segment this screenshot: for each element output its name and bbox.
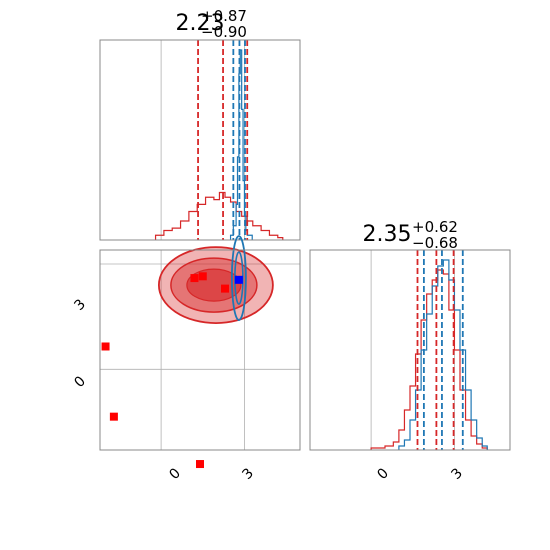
- red-marker-2: [190, 274, 199, 283]
- title-param2-value: 2.35: [363, 222, 412, 247]
- hist2-series-0-steps: [370, 269, 488, 450]
- red-marker-3: [198, 272, 207, 281]
- hist1-series-1-steps: [229, 49, 253, 240]
- histogram-panel-param2: [309, 249, 511, 451]
- histogram-panel-param1: [99, 39, 301, 241]
- x-tick-3-contour: 3: [239, 465, 257, 483]
- y-tick-0-contour: 0: [71, 373, 89, 391]
- hist1-frame: [99, 39, 301, 241]
- contour-panel: [99, 235, 301, 469]
- title-param2-plus: +0.62: [412, 218, 458, 236]
- x-tick-3-param2: 3: [448, 465, 466, 483]
- red-marker-0: [101, 342, 110, 351]
- hist1-series-0-steps: [154, 191, 284, 240]
- contour-frame: [99, 249, 301, 451]
- title-param1-plus: +0.87: [201, 7, 247, 25]
- x-tick-0-contour: 0: [166, 465, 184, 483]
- blue-contour-outer: [230, 235, 247, 321]
- title-param1-minus: −0.90: [201, 23, 247, 41]
- hist2-series-1-steps: [398, 259, 488, 450]
- blue-marker-0: [234, 275, 243, 284]
- x-tick-0-param2: 0: [374, 465, 392, 483]
- hist2-frame: [309, 249, 511, 451]
- y-tick-3-contour: 3: [71, 296, 89, 314]
- red-marker-4: [221, 284, 229, 293]
- red-marker-5: [196, 460, 204, 469]
- title-param1: 2.23: [176, 11, 225, 36]
- red-marker-1: [109, 412, 118, 421]
- title-param1-value: 2.23: [176, 11, 225, 36]
- title-param2-minus: −0.68: [412, 234, 458, 252]
